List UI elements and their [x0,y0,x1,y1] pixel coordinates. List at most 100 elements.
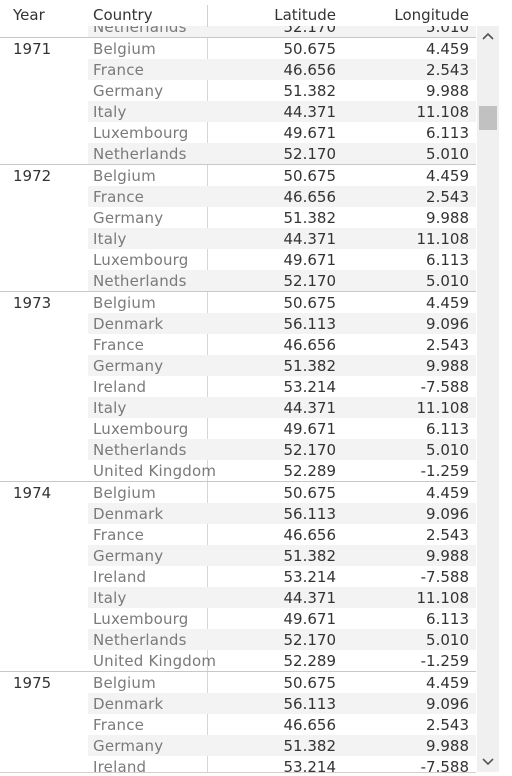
longitude-cell: 11.108 [416,230,470,248]
table-row: France 46.656 2.543 [0,59,476,80]
table-row: Belgium 50.675 4.459 [0,165,476,186]
year-cell: 1975 [13,674,52,692]
year-cell: 1973 [13,294,52,312]
latitude-cell: 52.170 [283,631,337,649]
longitude-cell: 2.543 [426,526,469,544]
longitude-cell: 2.543 [426,61,469,79]
year-group: 1971 Belgium 50.675 4.459 France 46.656 2.543 G… [0,37,476,164]
header-longitude[interactable]: Longitude [394,6,469,24]
table-row: Italy 44.371 11.108 [0,397,476,418]
country-cell: Germany [93,357,164,375]
table-row: Belgium 50.675 4.459 [0,482,476,503]
latitude-cell: 44.371 [283,589,337,607]
longitude-cell: 9.988 [426,82,469,100]
longitude-cell: -7.588 [420,758,469,772]
country-cell: Luxembourg [93,251,189,269]
chevron-down-icon [482,758,494,766]
country-cell: France [93,336,145,354]
table-row: Belgium 50.675 4.459 [0,672,476,693]
year-cell: 1971 [13,40,52,58]
latitude-cell: 49.671 [283,610,337,628]
table-row: United Kingdom 52.289 -1.259 [0,650,476,671]
longitude-cell: 11.108 [416,103,470,121]
table-row: France 46.656 2.543 [0,186,476,207]
country-cell: United Kingdom [93,652,217,670]
header-divider [207,5,208,27]
country-cell: Netherlands [93,631,187,649]
scrollbar-thumb[interactable] [479,106,497,130]
latitude-cell: 46.656 [283,716,337,734]
longitude-cell: 6.113 [426,610,469,628]
table-row: France 46.656 2.543 [0,334,476,355]
longitude-cell: 5.010 [426,441,469,459]
longitude-cell: 6.113 [426,124,469,142]
country-cell: Germany [93,82,164,100]
table-row: Germany 51.382 9.988 [0,735,476,756]
latitude-cell: 49.671 [283,124,337,142]
longitude-cell: 5.010 [426,631,469,649]
country-cell: Italy [93,103,127,121]
latitude-cell: 51.382 [283,82,337,100]
year-group: 1974 Belgium 50.675 4.459 Denmark 56.113 9.096… [0,481,476,671]
longitude-cell: 11.108 [416,589,470,607]
table-row: Germany 51.382 9.988 [0,80,476,101]
longitude-cell: 9.988 [426,547,469,565]
country-cell: Ireland [93,758,147,772]
table-row: Luxembourg 49.671 6.113 [0,122,476,143]
longitude-cell: 5.010 [426,145,469,163]
table-row: Italy 44.371 11.108 [0,587,476,608]
longitude-cell: 4.459 [426,167,469,185]
latitude-cell: 46.656 [283,188,337,206]
longitude-cell: 9.988 [426,357,469,375]
country-cell: Luxembourg [93,610,189,628]
header-country[interactable]: Country [93,6,153,24]
longitude-cell: 2.543 [426,716,469,734]
table-row: Netherlands 52.170 5.010 [0,270,476,291]
table-row: United Kingdom 52.289 -1.259 [0,460,476,481]
latitude-cell: 50.675 [283,484,337,502]
country-cell: Belgium [93,294,156,312]
country-cell: Belgium [93,40,156,58]
latitude-cell: 50.675 [283,40,337,58]
table-row: Belgium 50.675 4.459 [0,38,476,59]
country-cell: France [93,61,145,79]
longitude-cell: 9.096 [426,315,469,333]
longitude-cell: 2.543 [426,336,469,354]
year-cell: 1974 [13,484,52,502]
header-latitude[interactable]: Latitude [274,6,336,24]
table-row: Ireland 53.214 -7.588 [0,756,476,772]
scroll-down-button[interactable] [477,752,499,772]
chevron-up-icon [482,32,494,40]
year-group: 1973 Belgium 50.675 4.459 Denmark 56.113 9.096… [0,291,476,481]
longitude-cell: -7.588 [420,378,469,396]
country-cell: Ireland [93,378,147,396]
table-row: Netherlands 52.170 5.010 [0,143,476,164]
longitude-cell: 4.459 [426,40,469,58]
country-cell: United Kingdom [93,462,217,480]
latitude-cell: 52.289 [283,462,337,480]
table-bottom-border [0,772,476,773]
scroll-up-button[interactable] [477,26,499,46]
column-divider [207,292,208,481]
data-table: Netherlands 52.170 5.010 1971 Belgium 50.6… [0,16,476,772]
latitude-cell: 50.675 [283,294,337,312]
longitude-cell: 9.988 [426,737,469,755]
longitude-cell: -1.259 [420,652,469,670]
table-row: Denmark 56.113 9.096 [0,313,476,334]
country-cell: Netherlands [93,145,187,163]
latitude-cell: 52.289 [283,652,337,670]
longitude-cell: -7.588 [420,568,469,586]
latitude-cell: 53.214 [283,378,337,396]
longitude-cell: 4.459 [426,674,469,692]
header-year[interactable]: Year [13,6,45,24]
longitude-cell: 5.010 [426,272,469,290]
data-table-viewport[interactable]: Netherlands 52.170 5.010 1971 Belgium 50.6… [0,0,476,772]
table-row: Germany 51.382 9.988 [0,207,476,228]
table-row: Germany 51.382 9.988 [0,355,476,376]
table-header: Year Country Latitude Longitude [0,0,476,27]
vertical-scrollbar[interactable] [477,26,499,772]
latitude-cell: 56.113 [283,505,337,523]
longitude-cell: 9.988 [426,209,469,227]
longitude-cell: 6.113 [426,251,469,269]
latitude-cell: 52.170 [283,272,337,290]
